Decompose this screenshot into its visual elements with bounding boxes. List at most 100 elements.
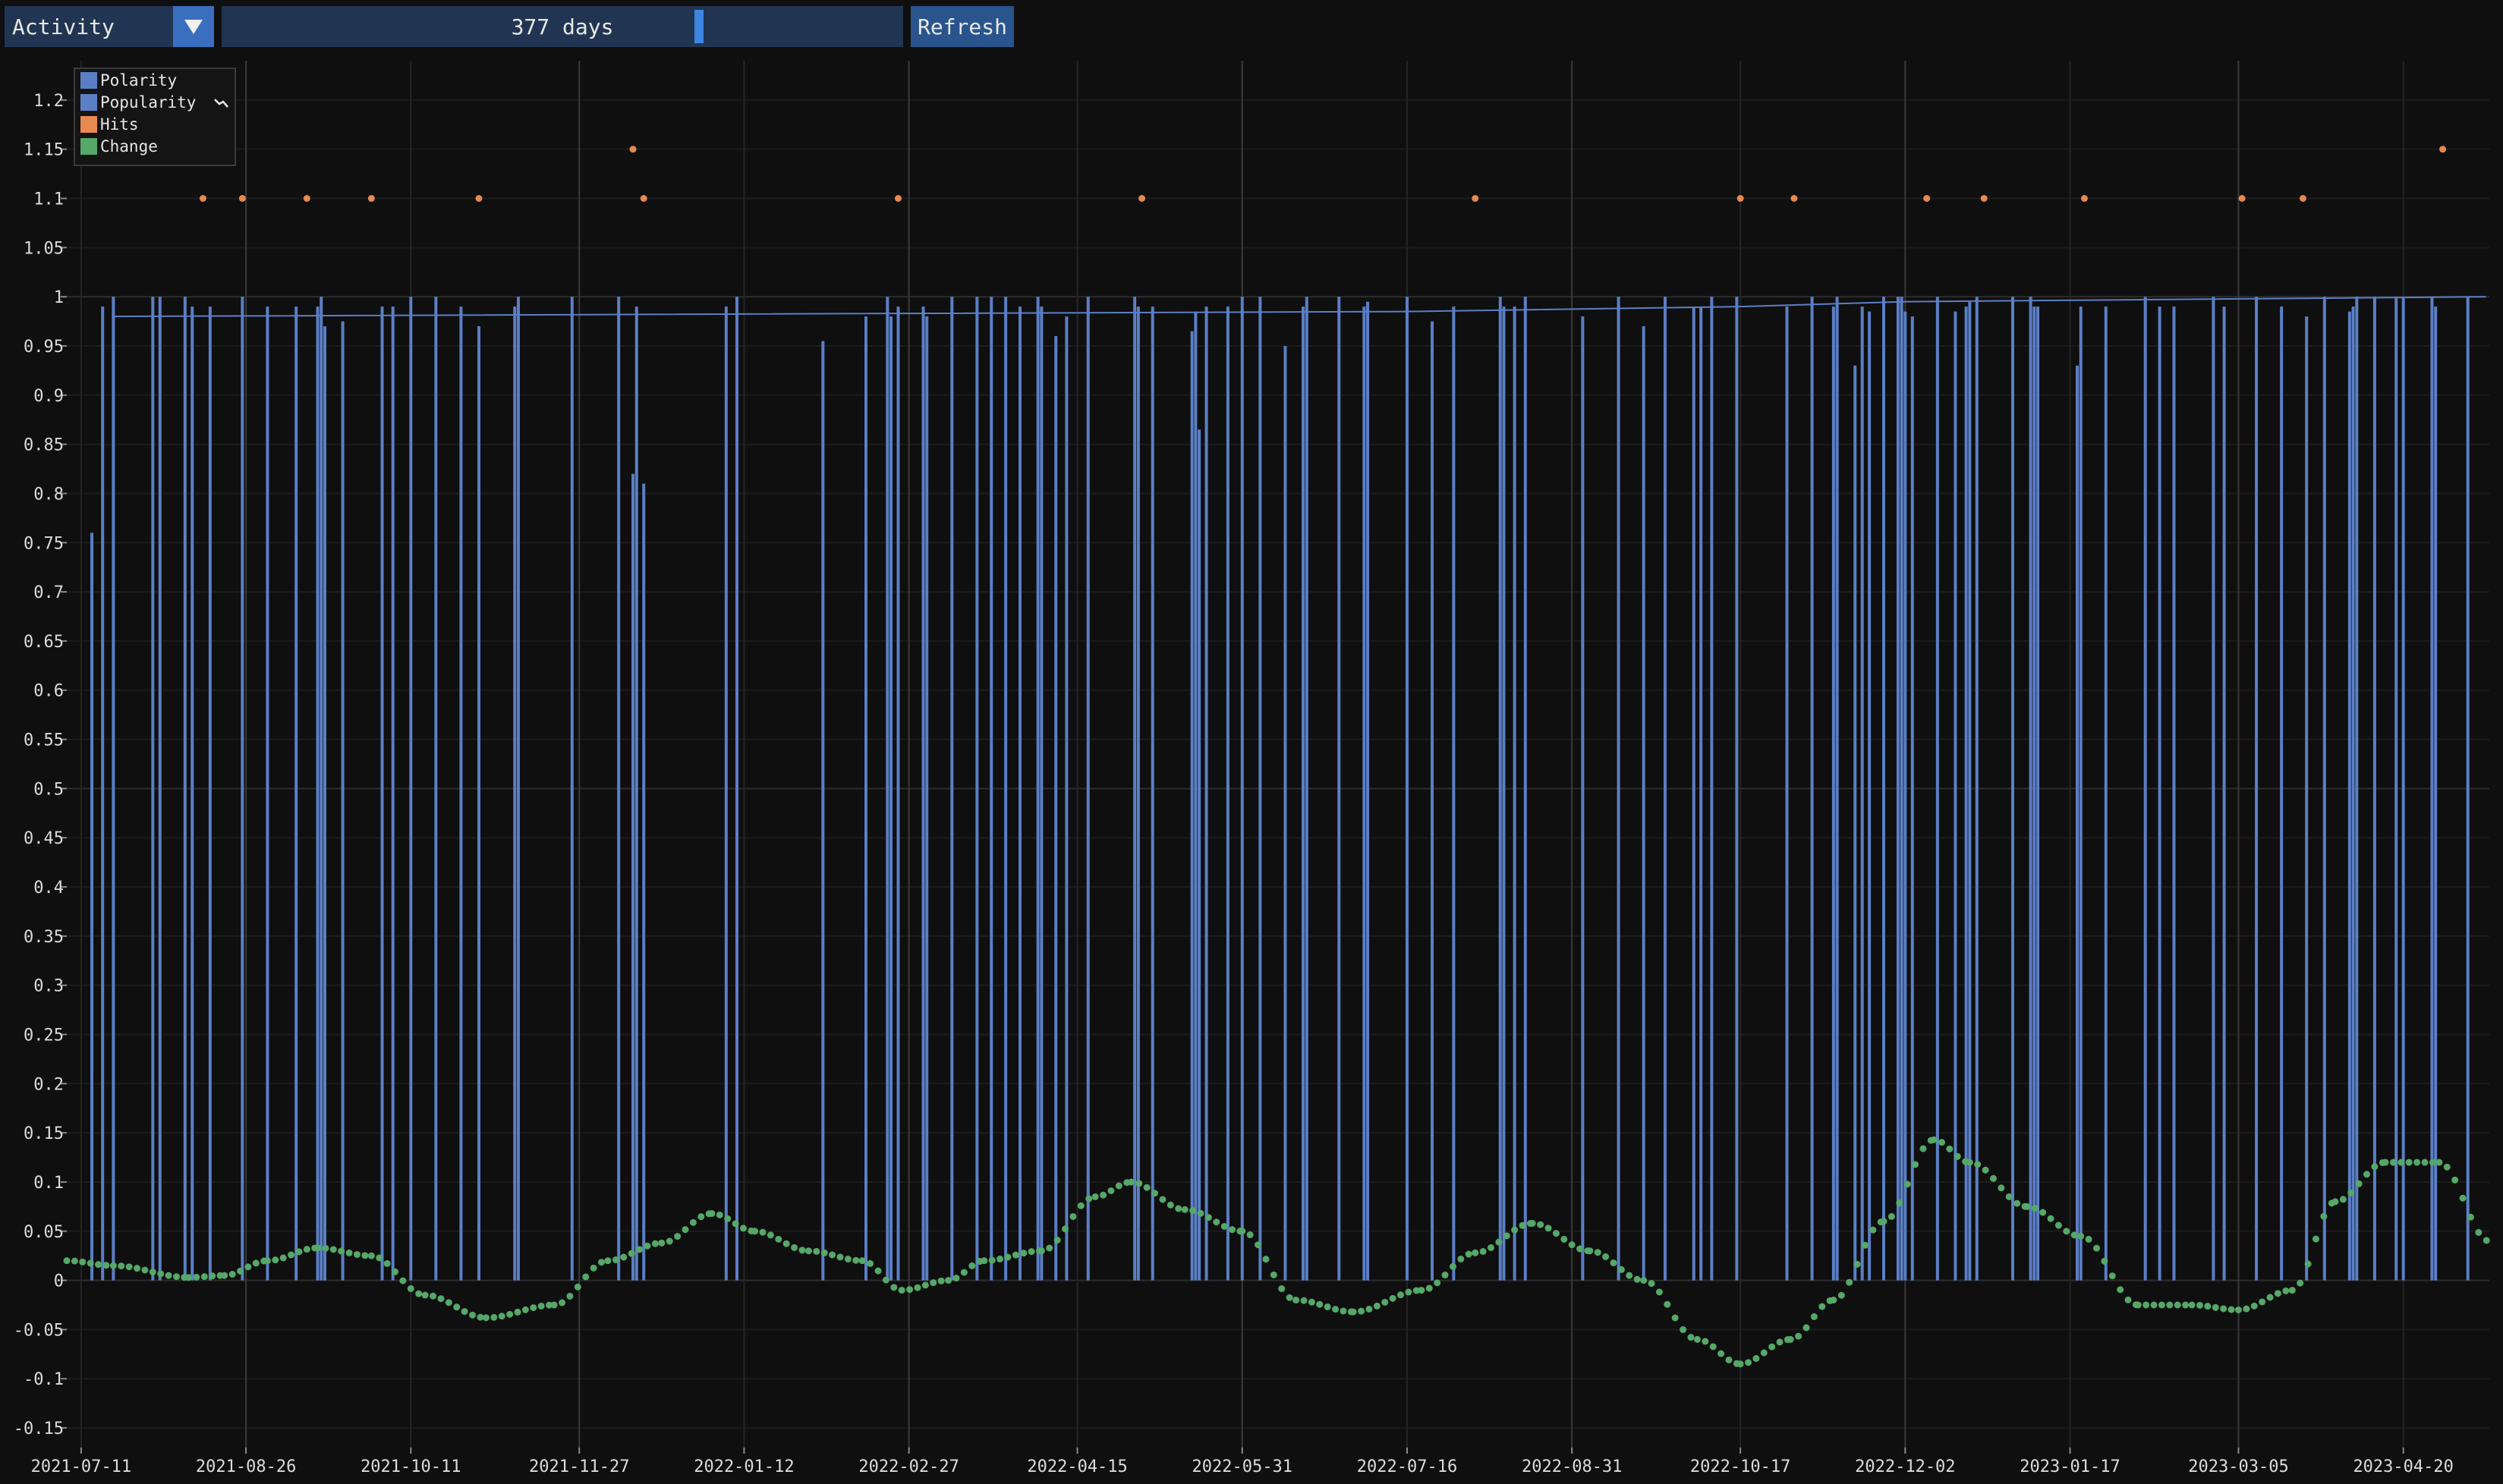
change-point (482, 1314, 490, 1322)
change-point (2166, 1301, 2174, 1309)
days-slider-grab[interactable] (694, 10, 704, 43)
polarity-bar (2032, 307, 2036, 1281)
change-point (628, 1250, 635, 1257)
change-point (1425, 1284, 1433, 1292)
legend-label: Polarity (100, 71, 177, 90)
change-point (1479, 1248, 1487, 1256)
days-slider[interactable]: 377 days (222, 6, 903, 47)
change-point (322, 1244, 329, 1252)
change-points (63, 1136, 2490, 1368)
change-point (1887, 1212, 1895, 1220)
change-point (882, 1276, 889, 1284)
polarity-bar (2430, 297, 2434, 1281)
change-point (2355, 1180, 2363, 1187)
change-point (1680, 1326, 1687, 1334)
polarity-bar (950, 297, 954, 1281)
change-point (1736, 1360, 1744, 1368)
legend-box (74, 68, 236, 166)
polarity-bar (1040, 307, 1044, 1281)
change-point (87, 1259, 94, 1267)
change-point (2451, 1176, 2459, 1184)
change-point (674, 1233, 682, 1240)
change-point (1802, 1324, 1810, 1332)
change-point (157, 1270, 165, 1278)
polarity-bar (1194, 311, 1198, 1281)
change-point (1405, 1288, 1412, 1296)
polarity-bar (1004, 297, 1008, 1281)
change-point (852, 1256, 860, 1264)
polarity-bar (341, 321, 345, 1281)
change-point (952, 1275, 960, 1282)
polarity-bar (896, 307, 900, 1281)
change-point (185, 1274, 193, 1281)
change-point (2124, 1296, 2132, 1303)
change-point (914, 1284, 921, 1291)
change-point (546, 1301, 553, 1309)
change-point (2063, 1228, 2070, 1235)
polarity-bar (886, 297, 889, 1281)
change-point (598, 1259, 606, 1266)
metric-combo[interactable]: Activity (5, 6, 214, 47)
legend[interactable]: Polarity Popularity Hits Change (74, 68, 236, 166)
x-tick-label: 2021-07-11 (31, 1457, 131, 1476)
hits-point (367, 195, 375, 203)
change-point (399, 1277, 407, 1284)
y-tick-label: 0.6 (33, 682, 64, 701)
polarity-bar (1964, 307, 1968, 1281)
change-point (71, 1257, 78, 1265)
change-point (1434, 1279, 1441, 1287)
change-point (383, 1259, 391, 1267)
change-point (890, 1284, 898, 1291)
change-point (1197, 1209, 1204, 1217)
polarity-bar (1431, 321, 1434, 1281)
hits-point (894, 195, 902, 203)
change-point (1441, 1272, 1449, 1279)
change-point (1610, 1259, 1617, 1267)
change-point (1519, 1221, 1526, 1229)
y-tick-label: 0.7 (33, 583, 64, 602)
change-point (644, 1242, 651, 1250)
change-point (1151, 1190, 1159, 1197)
polarity-bar (2010, 297, 2014, 1281)
change-point (751, 1228, 759, 1235)
change-point (1053, 1237, 1061, 1244)
change-point (2259, 1298, 2266, 1306)
polarity-bar (2394, 297, 2398, 1281)
polarity-bar (1036, 297, 1040, 1281)
change-point (1725, 1356, 1733, 1363)
change-point (361, 1252, 369, 1259)
polarity-bar (112, 297, 115, 1281)
y-tick-label: 1 (54, 288, 64, 307)
change-point (1396, 1291, 1404, 1299)
change-point (2475, 1228, 2483, 1236)
change-point (1472, 1249, 1479, 1256)
change-point (1552, 1230, 1560, 1237)
change-point (1189, 1207, 1197, 1215)
change-point (1938, 1139, 1945, 1146)
change-point (1830, 1297, 1837, 1304)
change-point (2047, 1215, 2054, 1222)
hits-point (303, 195, 310, 203)
x-tick-label: 2022-04-15 (1027, 1457, 1127, 1476)
change-point (2320, 1212, 2328, 1220)
change-point (165, 1272, 172, 1279)
y-tick-label: 0.35 (24, 928, 64, 947)
polarity-bar (1405, 297, 1409, 1281)
polarity-bar (1198, 429, 1201, 1281)
triangle-down-icon[interactable] (173, 6, 214, 47)
polarity-bar (1699, 307, 1703, 1281)
hits-point (629, 146, 637, 153)
polarity-bar (1785, 307, 1789, 1281)
change-point (1316, 1300, 1324, 1308)
change-point (1069, 1212, 1077, 1220)
change-point (1745, 1359, 1752, 1366)
change-point (2013, 1199, 2021, 1207)
activity-chart[interactable]: 1.2 1.15 1.1 1.05 1 0.95 0.9 0.85 0.8 0.75 0.7 0.65… (0, 55, 2503, 1484)
polarity-bar (1283, 345, 1287, 1281)
change-point (1020, 1250, 1028, 1257)
polarity-bar (1136, 307, 1140, 1281)
refresh-button[interactable]: Refresh (911, 6, 1014, 47)
change-point (2274, 1290, 2281, 1297)
change-point (1365, 1305, 1373, 1313)
change-point (2288, 1287, 2296, 1294)
